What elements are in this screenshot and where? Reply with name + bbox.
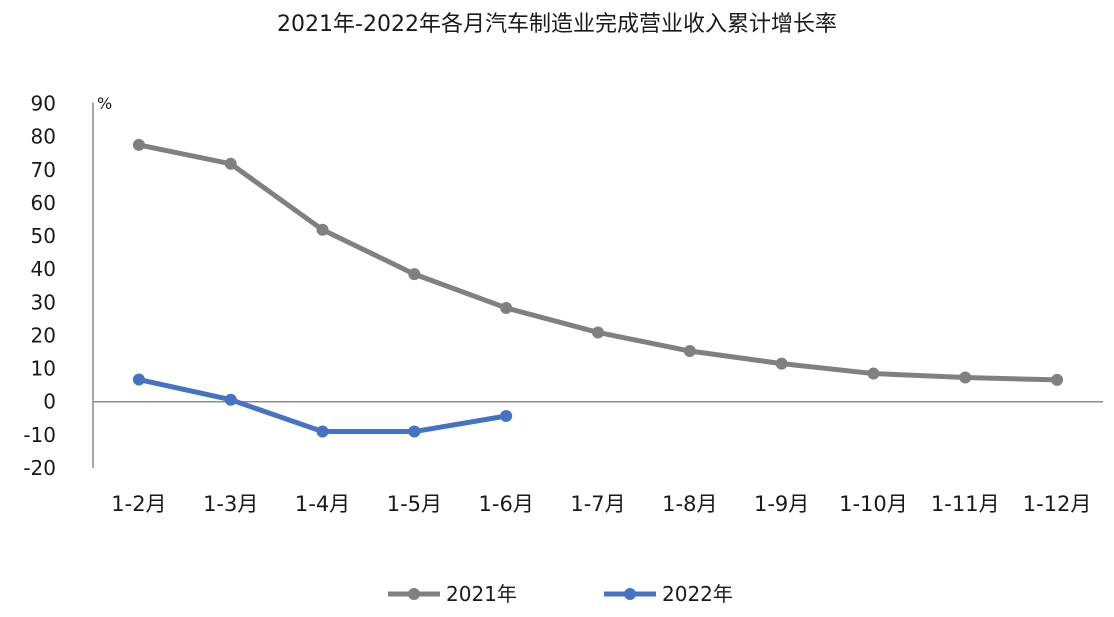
data-point-series-1 <box>959 371 972 384</box>
data-point-series-1 <box>316 223 329 236</box>
y-tick-label: 10 <box>31 357 56 381</box>
series-line-1 <box>136 142 1060 383</box>
x-tick-label: 1-11月 <box>931 492 1000 516</box>
y-axis: 90 80 70 60 50 40 30 20 10 0 -10 -20% <box>23 92 112 481</box>
y-axis-unit-label: % <box>97 94 112 113</box>
data-point-series-1 <box>683 345 696 358</box>
data-point-series-1 <box>500 301 513 314</box>
x-tick-label: 1-8月 <box>662 492 717 516</box>
y-tick-label: 80 <box>31 125 56 149</box>
data-point-series-1 <box>775 357 788 370</box>
x-tick-label: 1-9月 <box>754 492 809 516</box>
y-tick-label: 60 <box>31 191 56 215</box>
y-tick-label: 70 <box>31 158 56 182</box>
data-point-series-2 <box>316 425 329 438</box>
x-tick-label: 1-12月 <box>1023 492 1092 516</box>
data-point-series-2 <box>500 409 513 422</box>
legend-item-2: 2022年 <box>604 582 733 606</box>
data-point-series-1 <box>224 157 237 170</box>
y-tick-label: 0 <box>43 390 56 414</box>
x-axis: 1-2月 1-3月 1-4月 1-5月 1-6月 1-7月 1-8月 1-9月 1-10月 1-1… <box>93 400 1103 516</box>
y-tick-label: 50 <box>31 224 56 248</box>
legend-label: 2022年 <box>662 582 733 606</box>
data-point-series-2 <box>408 425 421 438</box>
data-point-series-1 <box>132 138 145 151</box>
data-point-series-1 <box>867 367 880 380</box>
series-layer <box>132 138 1064 438</box>
y-tick-label: 30 <box>31 290 56 314</box>
series-line-2 <box>136 377 509 435</box>
legend-marker <box>624 588 636 600</box>
data-point-series-1 <box>592 326 604 339</box>
legend-label: 2021年 <box>446 582 517 606</box>
x-tick-label: 1-7月 <box>570 492 625 516</box>
data-point-series-1 <box>408 268 421 281</box>
y-tick-label: 20 <box>31 323 56 347</box>
x-tick-label: 1-5月 <box>387 492 442 516</box>
y-tick-label: 90 <box>31 92 56 116</box>
legend-marker <box>408 588 420 600</box>
x-tick-label: 1-6月 <box>479 492 534 516</box>
data-point-series-1 <box>1051 373 1064 386</box>
x-tick-label: 1-10月 <box>839 492 908 516</box>
chart-title: 2021年-2022年各月汽车制造业完成营业收入累计增长率 <box>277 12 837 37</box>
legend-item-1: 2021年 <box>388 582 517 606</box>
x-tick-label: 1-4月 <box>295 492 350 516</box>
data-point-series-2 <box>224 393 237 406</box>
x-tick-label: 1-3月 <box>203 492 258 516</box>
y-tick-label: -10 <box>23 423 56 447</box>
y-tick-label: -20 <box>23 456 56 480</box>
data-point-series-2 <box>132 373 145 386</box>
legend: 2021年 2022年 <box>388 582 733 606</box>
y-tick-label: 40 <box>31 257 56 281</box>
x-tick-label: 1-2月 <box>111 492 166 516</box>
